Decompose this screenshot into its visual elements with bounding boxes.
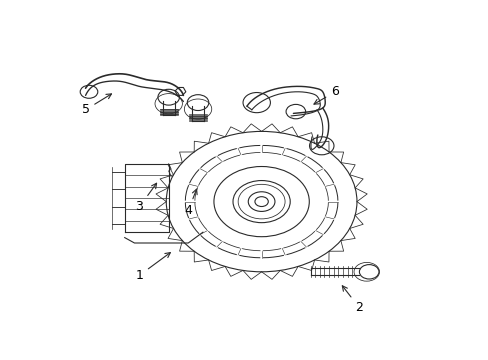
Text: 4: 4 (184, 189, 197, 217)
Text: 2: 2 (342, 286, 363, 314)
Text: 5: 5 (81, 94, 111, 116)
Text: 6: 6 (313, 85, 338, 104)
Text: 3: 3 (135, 183, 156, 213)
Text: 1: 1 (135, 253, 170, 282)
